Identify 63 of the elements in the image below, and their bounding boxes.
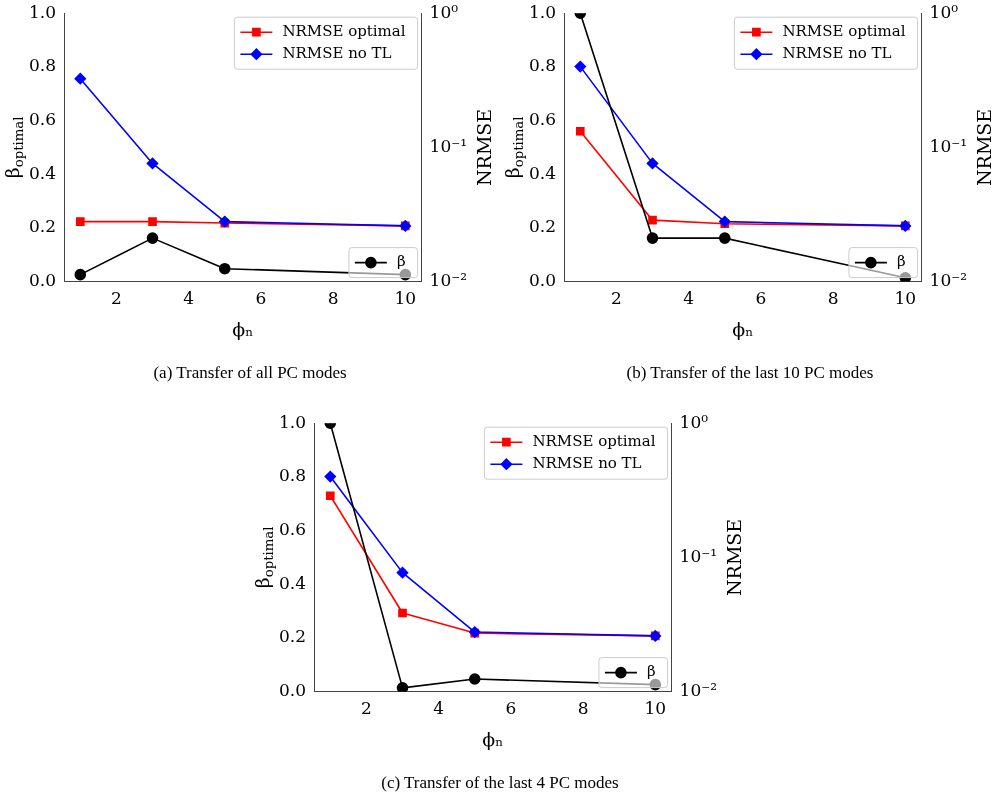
y-tick-label: 0.2 xyxy=(278,626,307,647)
x-tick-label: 10 xyxy=(894,288,917,309)
legend-label: NRMSE optimal xyxy=(532,432,656,451)
y-tick-label: 0.8 xyxy=(28,55,57,76)
x-tick-label: 4 xyxy=(183,288,195,309)
x-tick-label: 8 xyxy=(327,288,339,309)
y-tick-label: 0.8 xyxy=(528,55,557,76)
y2-axis-title: NRMSE xyxy=(972,108,995,187)
y2-tick-label: 10⁻² xyxy=(929,270,967,291)
y-tick-label: 0.0 xyxy=(278,680,307,701)
x-tick-label: 6 xyxy=(255,288,267,309)
x-axis-title: ϕₙ xyxy=(482,727,504,750)
y-tick-label: 0.4 xyxy=(528,162,557,183)
y2-tick-label: 10⁰ xyxy=(929,1,959,22)
legend-label: NRMSE no TL xyxy=(782,44,892,63)
y-axis-title: βoptimal xyxy=(0,116,27,179)
x-axis-title: ϕₙ xyxy=(232,317,254,340)
y-tick-label: 0.0 xyxy=(28,270,57,291)
y2-tick-label: 10⁰ xyxy=(429,1,459,22)
y-tick-label: 0.2 xyxy=(528,216,557,237)
text: (b) Transfer of the last 10 PC modes xyxy=(625,363,875,383)
x-tick-label: 4 xyxy=(683,288,695,309)
y2-tick-label: 10⁰ xyxy=(679,411,709,432)
y-tick-label: 0.0 xyxy=(528,270,557,291)
y-tick-label: 1.0 xyxy=(28,1,57,22)
legend-label: β xyxy=(896,252,906,271)
x-tick-label: 6 xyxy=(505,698,517,719)
legend-label: NRMSE optimal xyxy=(782,22,906,41)
x-tick-label: 6 xyxy=(755,288,767,309)
y-tick-label: 0.6 xyxy=(528,108,557,129)
legend-label: NRMSE no TL xyxy=(532,454,642,473)
x-tick-label: 2 xyxy=(610,288,622,309)
text: (a) Transfer of all PC modes xyxy=(152,363,348,383)
x-tick-label: 10 xyxy=(394,288,417,309)
x-tick-label: 8 xyxy=(577,698,589,719)
x-axis-title: ϕₙ xyxy=(732,317,754,340)
y-tick-label: 0.6 xyxy=(28,108,57,129)
x-tick-label: 4 xyxy=(433,698,445,719)
text: (c) Transfer of the last 4 PC modes xyxy=(380,773,620,793)
y2-tick-label: 10⁻¹ xyxy=(929,135,967,156)
y2-tick-label: 10⁻¹ xyxy=(429,135,467,156)
y-tick-label: 1.0 xyxy=(528,1,557,22)
y-tick-label: 0.4 xyxy=(28,162,57,183)
y2-axis-title: NRMSE xyxy=(472,108,495,187)
x-tick-label: 2 xyxy=(110,288,122,309)
y-axis-title: βoptimal xyxy=(250,526,277,589)
legend-label: NRMSE optimal xyxy=(282,22,406,41)
y-tick-label: 0.6 xyxy=(278,518,307,539)
x-tick-label: 8 xyxy=(827,288,839,309)
y-tick-label: 0.2 xyxy=(28,216,57,237)
y-tick-label: 0.8 xyxy=(278,465,307,486)
y2-tick-label: 10⁻² xyxy=(679,680,717,701)
y2-tick-label: 10⁻¹ xyxy=(679,545,717,566)
x-tick-label: 2 xyxy=(360,698,372,719)
y-axis-title: βoptimal xyxy=(500,116,527,179)
legend-label: β xyxy=(396,252,406,271)
legend-label: β xyxy=(646,662,656,681)
y-tick-label: 1.0 xyxy=(278,411,307,432)
y2-tick-label: 10⁻² xyxy=(429,270,467,291)
legend-label: NRMSE no TL xyxy=(282,44,392,63)
y-tick-label: 0.4 xyxy=(278,572,307,593)
x-tick-label: 10 xyxy=(644,698,667,719)
y2-axis-title: NRMSE xyxy=(722,518,745,597)
